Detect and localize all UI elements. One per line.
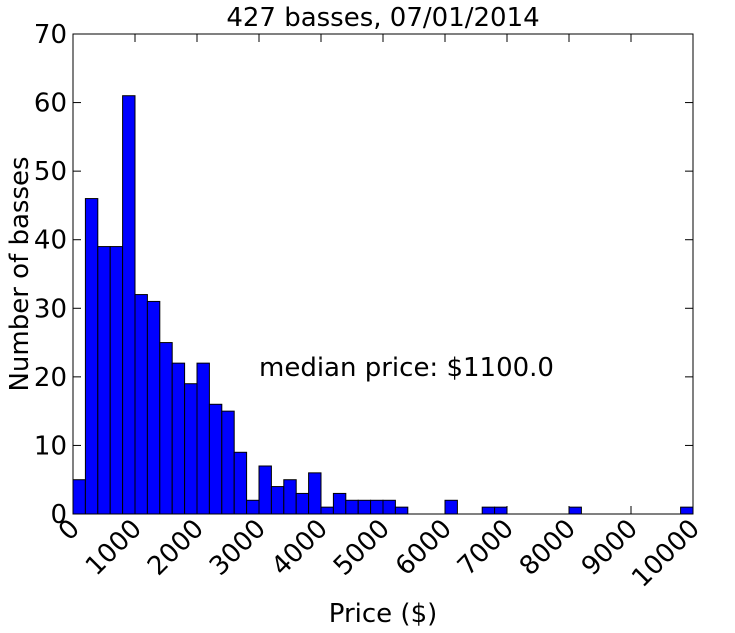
y-tick-label: 20 xyxy=(34,363,67,393)
y-tick-label: 40 xyxy=(34,226,67,256)
x-tick-label: 6000 xyxy=(390,514,458,582)
bar xyxy=(481,506,496,515)
bar xyxy=(146,300,161,515)
bar xyxy=(568,506,582,515)
bar xyxy=(72,479,86,515)
bar xyxy=(370,499,384,515)
bar xyxy=(308,472,322,515)
bar xyxy=(246,499,260,515)
bar xyxy=(270,486,285,515)
y-tick-label: 70 xyxy=(34,20,67,50)
x-axis-label: Price ($) xyxy=(329,599,438,629)
chart-title: 427 basses, 07/01/2014 xyxy=(226,3,539,33)
bar xyxy=(97,246,111,515)
bar xyxy=(208,403,223,515)
bar xyxy=(357,499,372,515)
bar xyxy=(159,342,173,515)
bar xyxy=(258,465,272,515)
bar xyxy=(171,362,186,515)
bar xyxy=(382,499,396,515)
x-tick-label: 1000 xyxy=(80,514,148,582)
x-tick-label: 10000 xyxy=(626,514,706,594)
y-tick-label: 10 xyxy=(34,431,67,461)
x-tick-label: 5000 xyxy=(328,514,396,582)
bar xyxy=(134,294,148,515)
x-tick-label: 4000 xyxy=(266,514,334,582)
annotation: median price: $1100.0 xyxy=(259,353,554,383)
x-tick-label: 7000 xyxy=(452,514,520,582)
x-tick-label: 8000 xyxy=(514,514,582,582)
bar xyxy=(283,479,297,515)
bar xyxy=(84,198,99,515)
y-axis-label: Number of basses xyxy=(5,156,35,391)
bar xyxy=(233,451,248,515)
y-tick-label: 30 xyxy=(34,294,67,324)
y-tick-label: 50 xyxy=(34,157,67,187)
x-tick-label: 3000 xyxy=(204,514,272,582)
bar xyxy=(196,362,210,515)
bar xyxy=(680,506,694,515)
bar xyxy=(109,246,124,515)
bar xyxy=(345,499,359,515)
bar xyxy=(184,383,198,515)
bar xyxy=(122,95,136,515)
y-tick-label: 0 xyxy=(50,500,67,530)
bar xyxy=(494,506,508,515)
bar xyxy=(332,492,347,515)
y-tick-label: 60 xyxy=(34,89,67,119)
bar xyxy=(444,499,458,515)
bar xyxy=(295,492,310,515)
bar xyxy=(221,410,235,515)
bar xyxy=(394,506,409,515)
bar xyxy=(320,506,334,515)
x-tick-label: 2000 xyxy=(142,514,210,582)
